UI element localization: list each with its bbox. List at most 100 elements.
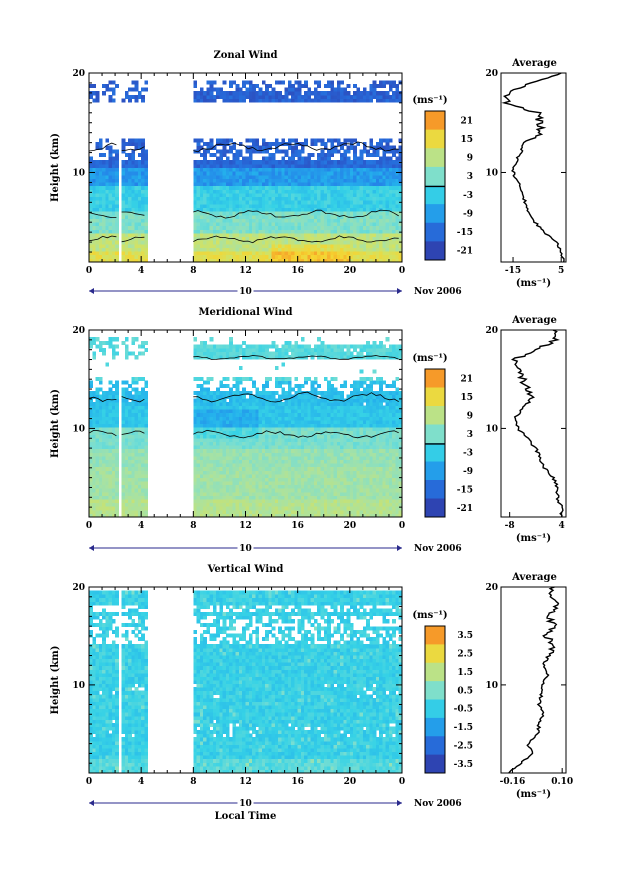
heatmap-cell (271, 398, 276, 403)
heatmap-cell (121, 247, 126, 252)
heatmap-cell (268, 398, 273, 403)
heatmap-cell (291, 203, 295, 208)
heatmap-cell (131, 412, 136, 417)
heatmap-cell (232, 419, 237, 424)
heatmap-cell (219, 211, 224, 216)
profile-y-tick-label: 20 (485, 69, 498, 79)
heatmap-cell (278, 347, 282, 353)
heatmap-cell (102, 243, 106, 248)
heatmap-cell (89, 196, 93, 201)
heatmap-cell (395, 94, 400, 99)
heatmap-cell (379, 225, 383, 230)
heatmap-cell (255, 419, 260, 424)
heatmap-cell (317, 189, 321, 194)
heatmap-cell (199, 477, 204, 482)
heatmap-cell (284, 437, 289, 442)
heatmap-cell (379, 185, 383, 190)
heatmap-cell (281, 222, 286, 227)
heatmap-cell (385, 218, 390, 223)
heatmap-cell (372, 83, 377, 89)
heatmap-cell (398, 80, 403, 85)
heatmap-cell (108, 387, 113, 392)
heatmap-cell (199, 452, 204, 457)
heatmap-cell (216, 344, 220, 349)
heatmap-cell (137, 459, 142, 464)
heatmap-cell (255, 240, 260, 245)
heatmap-cell (372, 258, 377, 263)
heatmap-cell (278, 171, 282, 176)
heatmap-cell (105, 362, 110, 367)
heatmap-cell (134, 427, 139, 432)
heatmap-cell (346, 240, 351, 245)
heatmap-cell (258, 178, 263, 183)
heatmap-cell (336, 98, 341, 103)
heatmap-cell (128, 240, 132, 245)
heatmap-cell (281, 351, 286, 356)
heatmap-cell (271, 409, 276, 414)
heatmap-cell (313, 91, 318, 96)
heatmap-cell (274, 240, 279, 245)
heatmap-cell (323, 163, 328, 168)
heatmap-cell (372, 243, 377, 248)
heatmap-cell (310, 167, 315, 172)
heatmap-cell (131, 394, 136, 399)
heatmap-cell (320, 192, 325, 198)
heatmap-cell (209, 499, 214, 504)
heatmap-cell (252, 448, 256, 453)
heatmap-cell (388, 178, 393, 183)
heatmap-cell (274, 452, 279, 457)
heatmap-cell (199, 376, 204, 381)
heatmap-cell (111, 247, 116, 252)
heatmap-cell (121, 142, 126, 147)
heatmap-cell (310, 163, 315, 168)
heatmap-cell (362, 145, 367, 150)
heatmap-cell (89, 247, 93, 252)
heatmap-cell (102, 463, 106, 468)
heatmap-cell (121, 452, 126, 457)
heatmap-cell (366, 258, 370, 263)
heatmap-cell (199, 171, 204, 176)
heatmap-cell (261, 437, 266, 442)
heatmap-cell (131, 351, 136, 356)
heatmap-cell (268, 91, 273, 96)
heatmap-cell (219, 401, 224, 407)
heatmap-cell (108, 445, 113, 450)
heatmap-cell (232, 423, 237, 428)
heatmap-cell (232, 243, 237, 248)
heatmap-cell (268, 83, 273, 89)
heatmap-cell (128, 232, 132, 238)
heatmap-cell (382, 247, 387, 252)
heatmap-cell (307, 200, 312, 205)
heatmap-cell (242, 441, 246, 446)
heatmap-cell (209, 222, 214, 227)
heatmap-cell (320, 138, 325, 143)
heatmap-cell (193, 434, 198, 439)
heatmap-cell (102, 398, 106, 403)
heatmap-cell (310, 200, 315, 205)
heatmap-cell (372, 254, 377, 259)
heatmap-cell (307, 192, 312, 198)
heatmap-cell (121, 163, 126, 168)
heatmap-cell (278, 499, 282, 504)
heatmap-cell (196, 203, 201, 208)
heatmap-cell (294, 160, 299, 165)
heatmap-cell (111, 448, 116, 453)
heatmap-cell (111, 416, 116, 421)
heatmap-cell (229, 448, 233, 453)
heatmap-cell (323, 83, 328, 89)
heatmap-cell (95, 481, 100, 486)
heatmap-cell (255, 434, 260, 439)
heatmap-cell (274, 229, 279, 234)
heatmap-cell (291, 434, 295, 439)
heatmap-cell (313, 203, 318, 208)
heatmap-cell (196, 94, 201, 99)
heatmap-cell (98, 160, 103, 165)
heatmap-cell (102, 423, 106, 428)
heatmap-cell (343, 251, 348, 256)
heatmap-cell (265, 495, 269, 500)
heatmap-cell (356, 142, 361, 147)
heatmap-cell (281, 380, 286, 385)
heatmap-cell (300, 236, 305, 241)
heatmap-cell (141, 251, 145, 256)
heatmap-cell (349, 178, 354, 183)
